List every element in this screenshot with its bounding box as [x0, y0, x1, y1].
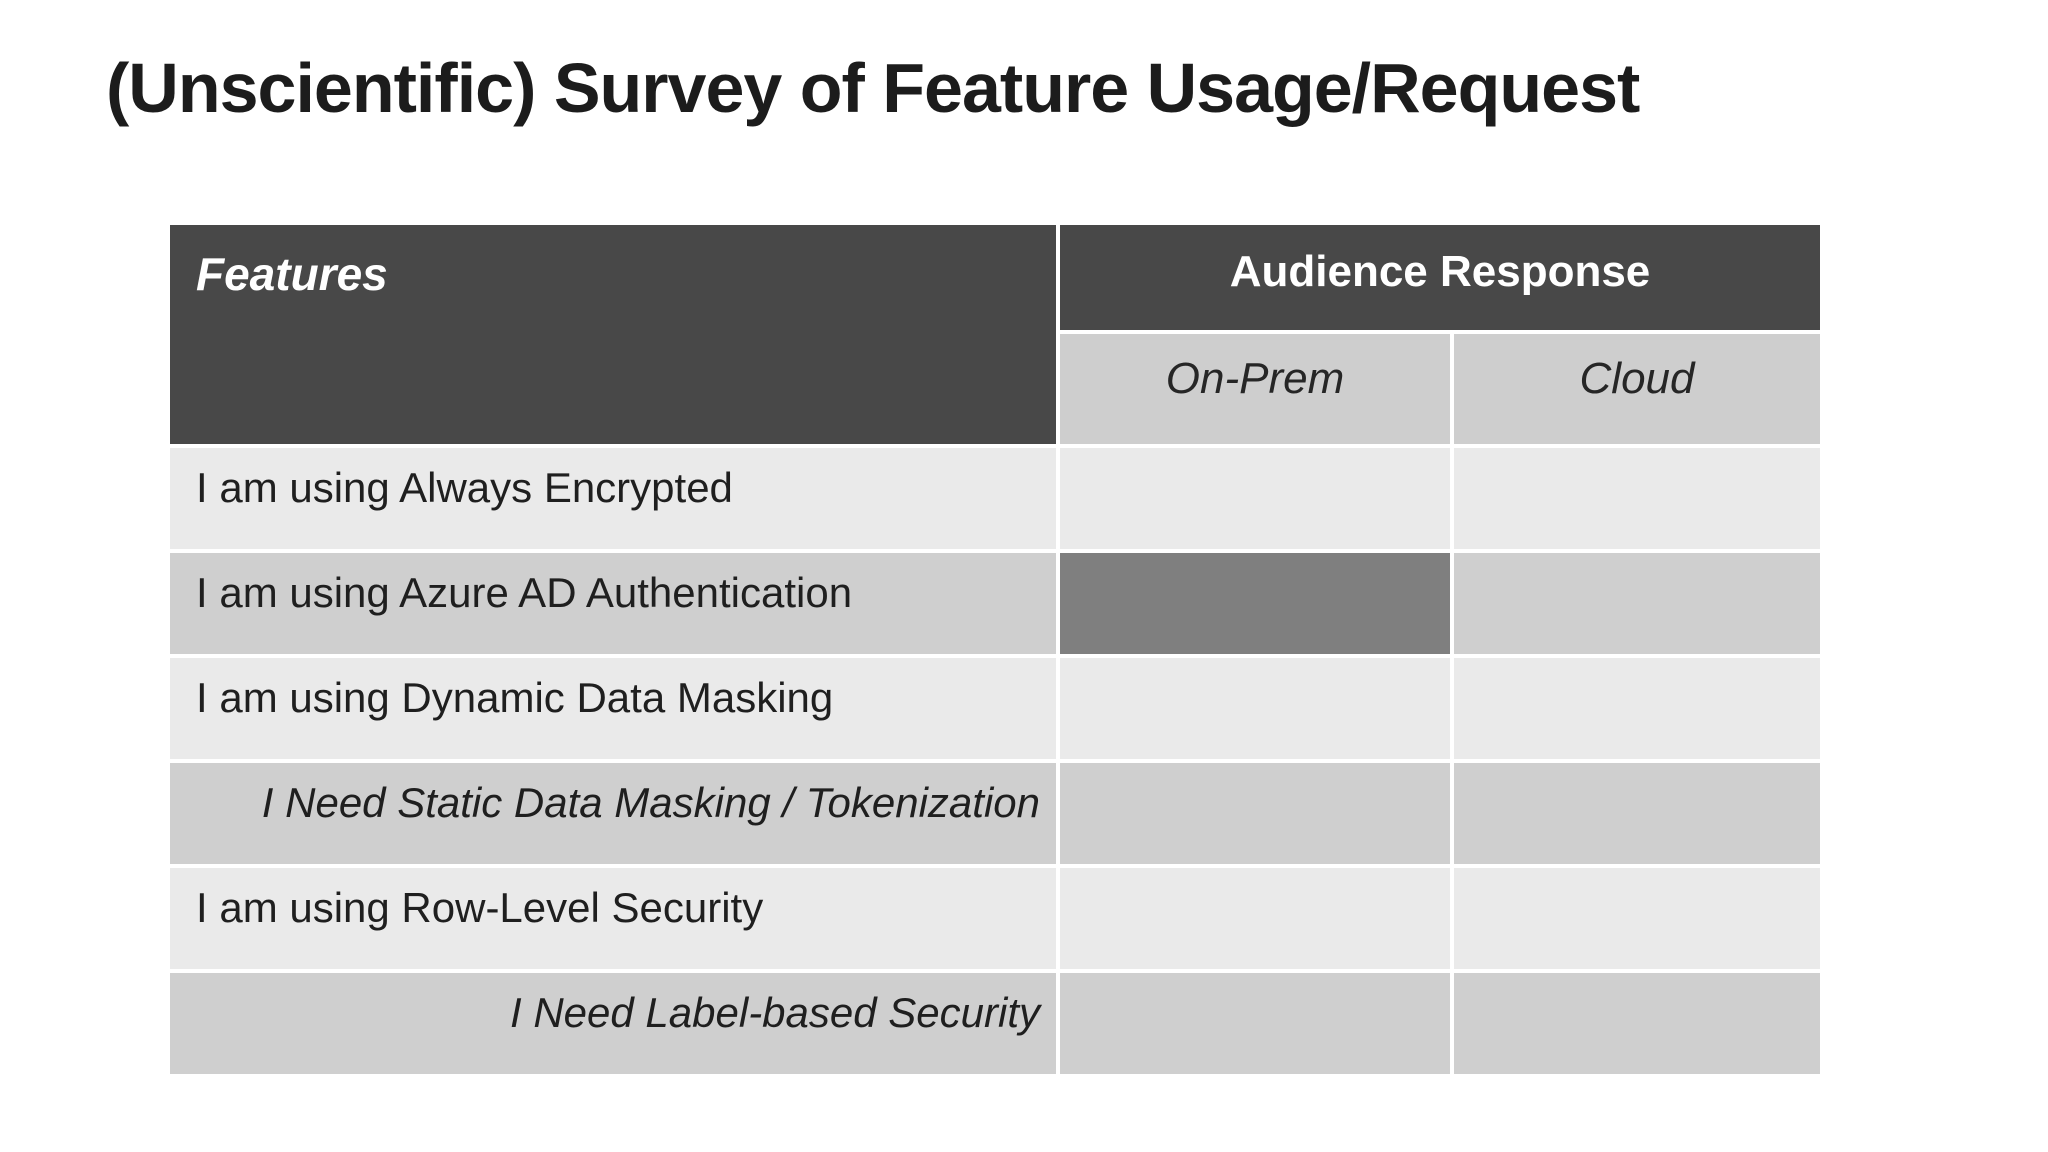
response-cell-cloud	[1454, 973, 1820, 1074]
response-cell-cloud	[1454, 868, 1820, 969]
page-title: (Unscientific) Survey of Feature Usage/R…	[106, 49, 1640, 127]
response-cell-cloud	[1454, 448, 1820, 549]
feature-label-cell: I Need Static Data Masking / Tokenizatio…	[170, 763, 1056, 864]
feature-label-cell: I am using Dynamic Data Masking	[170, 658, 1056, 759]
features-header-cell: Features	[170, 225, 1056, 444]
feature-label-cell: I Need Label-based Security	[170, 973, 1056, 1074]
audience-response-header-cell: Audience Response	[1060, 225, 1820, 330]
onprem-column-header: On-Prem	[1060, 334, 1450, 444]
survey-table: Features Audience Response On-Prem Cloud…	[170, 225, 1820, 1074]
response-cell-cloud	[1454, 763, 1820, 864]
feature-label-cell: I am using Always Encrypted	[170, 448, 1056, 549]
response-cell-cloud	[1454, 658, 1820, 759]
response-cell-onprem	[1060, 448, 1450, 549]
cloud-column-header: Cloud	[1454, 334, 1820, 444]
response-cell-onprem	[1060, 763, 1450, 864]
response-cell-cloud	[1454, 553, 1820, 654]
feature-label-cell: I am using Azure AD Authentication	[170, 553, 1056, 654]
response-cell-onprem	[1060, 553, 1450, 654]
response-cell-onprem	[1060, 973, 1450, 1074]
response-cell-onprem	[1060, 868, 1450, 969]
response-cell-onprem	[1060, 658, 1450, 759]
feature-label-cell: I am using Row-Level Security	[170, 868, 1056, 969]
